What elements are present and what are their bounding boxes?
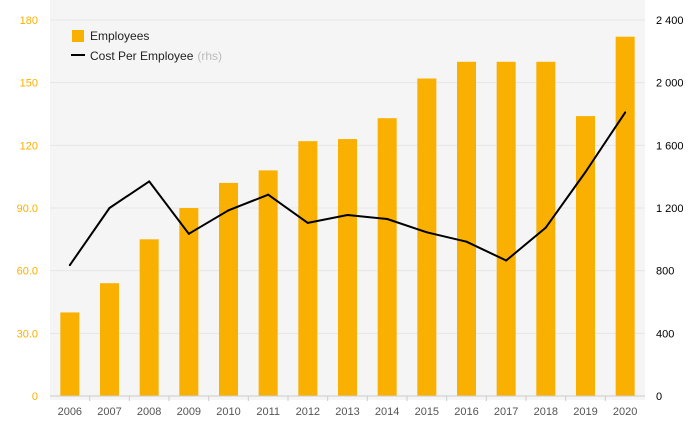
left-tick-label: 0 — [32, 391, 38, 403]
bar-2020 — [615, 36, 635, 396]
cost-point-2009 — [187, 232, 190, 235]
bar-2014 — [377, 118, 397, 396]
right-tick-label: 1 200 — [656, 203, 684, 215]
legend-label-employees: Employees — [90, 29, 149, 43]
x-tick-label: 2018 — [534, 406, 558, 418]
cost-point-2020 — [624, 111, 627, 114]
x-tick-label: 2016 — [454, 406, 478, 418]
cost-point-2015 — [425, 231, 428, 234]
bar-2015 — [417, 78, 437, 396]
cost-point-2018 — [544, 226, 547, 229]
right-tick-label: 1 600 — [656, 140, 684, 152]
x-tick-label: 2017 — [494, 406, 518, 418]
cost-point-2010 — [227, 209, 230, 212]
x-tick-label: 2007 — [97, 406, 121, 418]
legend: Employees Cost Per Employee (rhs) — [71, 29, 222, 63]
x-tick-label: 2019 — [573, 406, 597, 418]
left-tick-label: 150 — [20, 78, 38, 90]
bar-2016 — [457, 61, 476, 397]
right-tick-label: 2 400 — [656, 15, 684, 27]
cost-point-2019 — [584, 170, 587, 173]
cost-point-2014 — [386, 217, 389, 220]
right-tick-label: 800 — [656, 266, 674, 278]
cost-point-2006 — [68, 264, 71, 267]
bar-2019 — [576, 116, 595, 396]
cost-point-2008 — [148, 180, 151, 183]
legend-label-cost-name: Cost Per Employee — [90, 49, 194, 63]
right-axis: 0 400 800 1 200 1 600 2 000 2 400 — [656, 15, 684, 403]
legend-marker-employees — [72, 30, 84, 42]
x-tick-label: 2006 — [58, 406, 82, 418]
legend-rhs-note: (rhs) — [197, 49, 222, 63]
legend-label-cost: Cost Per Employee (rhs) — [90, 49, 222, 63]
left-tick-label: 60.0 — [17, 266, 38, 278]
cost-point-2017 — [505, 259, 508, 262]
x-tick-label: 2020 — [613, 406, 637, 418]
bar-2012 — [298, 141, 318, 396]
cost-point-2012 — [306, 221, 309, 224]
bar-2017 — [496, 61, 516, 397]
x-axis: 2006 2007 2008 2009 2010 2011 2012 2013 2014 2015… — [50, 395, 645, 418]
bar-2013 — [338, 139, 357, 397]
cost-point-2013 — [346, 214, 349, 217]
cost-point-2011 — [267, 193, 270, 196]
left-tick-label: 180 — [20, 15, 38, 27]
x-tick-label: 2011 — [256, 406, 280, 418]
right-tick-label: 2 000 — [656, 78, 684, 90]
bar-2018 — [536, 61, 556, 397]
cost-point-2007 — [108, 207, 111, 209]
left-tick-label: 90.0 — [17, 203, 38, 215]
x-tick-label: 2014 — [375, 406, 399, 418]
bar-2006 — [60, 312, 80, 396]
right-tick-label: 0 — [656, 391, 662, 403]
right-tick-label: 400 — [656, 328, 674, 340]
cost-point-2016 — [465, 240, 468, 243]
left-tick-label: 120 — [20, 140, 38, 152]
x-tick-label: 2013 — [335, 406, 359, 418]
x-tick-label: 2010 — [216, 406, 240, 418]
x-tick-label: 2008 — [137, 406, 161, 418]
bar-2009 — [179, 208, 199, 396]
x-tick-label: 2009 — [177, 406, 201, 418]
x-tick-label: 2012 — [296, 406, 320, 418]
cost-line — [68, 111, 627, 267]
bar-2011 — [258, 170, 278, 396]
bar-2007 — [100, 283, 119, 396]
left-tick-label: 30.0 — [17, 328, 38, 340]
employee-bars — [60, 36, 635, 397]
bar-2010 — [219, 182, 238, 396]
bar-2008 — [139, 239, 159, 396]
x-tick-label: 2015 — [415, 406, 439, 418]
left-axis: 0 30.0 60.0 90.0 120 150 180 — [17, 15, 38, 403]
